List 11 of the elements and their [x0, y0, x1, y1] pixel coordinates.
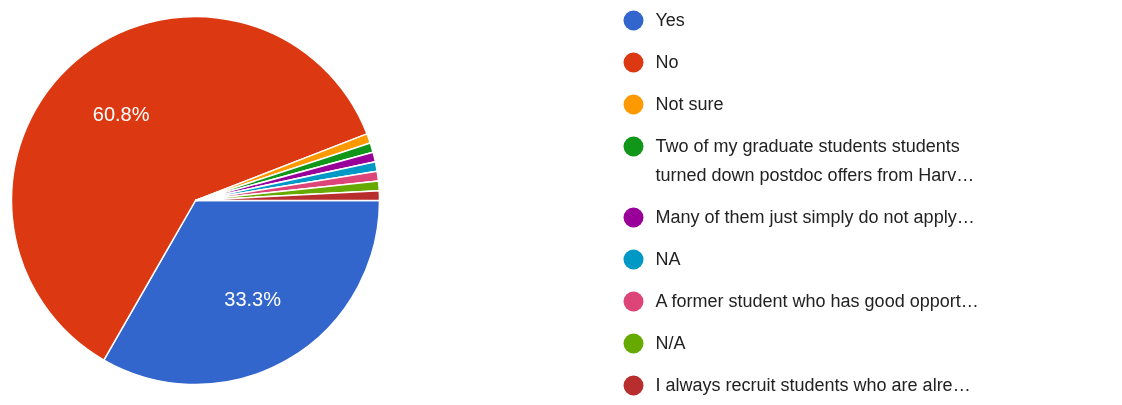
legend-label: NA [655, 248, 681, 269]
data-label: 60.8% [92, 102, 150, 125]
legend-label: N/A [655, 332, 686, 353]
legend-label: I always recruit students who are alre… [655, 374, 971, 395]
legend-label: No [655, 51, 679, 72]
legend-label: Yes [655, 9, 685, 30]
data-label: 33.3% [224, 288, 282, 311]
legend-label: Two of my graduate students students turned down postdoc offers from Harv… [655, 135, 975, 185]
legend-label: Many of them just simply do not apply… [655, 206, 975, 227]
legend-label: A former student who has good opport… [655, 290, 979, 311]
legend-label: Not sure [655, 93, 724, 114]
